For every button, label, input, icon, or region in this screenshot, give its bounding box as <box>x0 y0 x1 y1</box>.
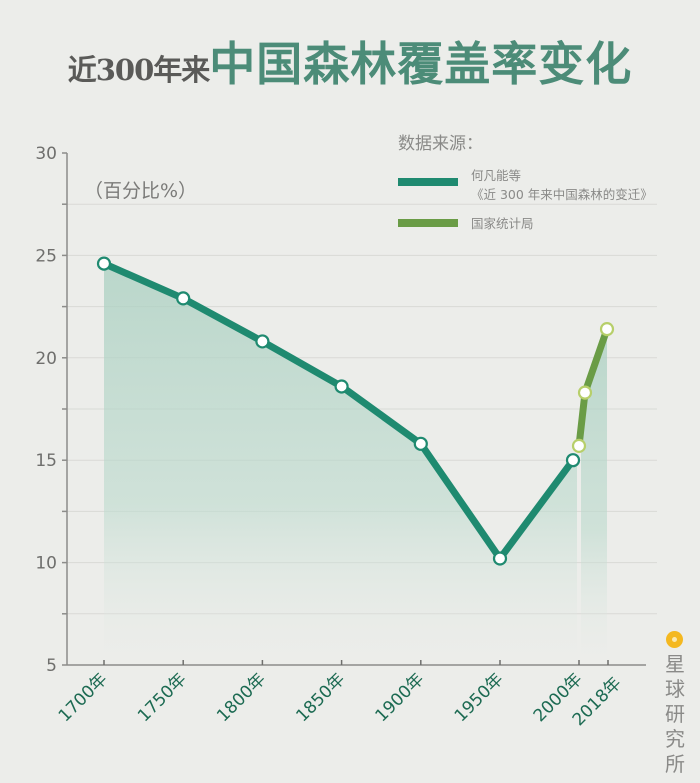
area-fill-series2 <box>581 329 607 665</box>
x-tick-label: 1850年 <box>292 669 349 726</box>
y-tick-label: 15 <box>35 451 57 471</box>
y-tick-label: 10 <box>35 554 57 574</box>
legend-title: 数据来源： <box>398 134 483 154</box>
logo-icon <box>666 631 683 648</box>
chart-title: 近300年来中国森林覆盖率变化 <box>0 28 700 94</box>
y-tick-label: 20 <box>35 349 57 369</box>
legend-swatch-series2 <box>398 219 458 227</box>
logo-text: 星球研究所 <box>665 652 685 776</box>
data-point <box>492 551 508 566</box>
x-tick-label: 1750年 <box>134 669 191 726</box>
x-tick-label: 1900年 <box>372 669 429 726</box>
data-point <box>255 334 270 349</box>
area-fill-series1 <box>104 263 577 665</box>
data-point <box>599 322 615 337</box>
x-tick-label: 1950年 <box>451 669 508 726</box>
unit-label: （百分比%） <box>84 180 197 202</box>
data-point <box>334 379 349 394</box>
legend-label-series1-line1: 何凡能等 <box>471 168 521 183</box>
y-axis-ticks: 5 10 15 20 25 30 <box>35 144 67 676</box>
data-point <box>176 291 191 306</box>
y-tick-label: 5 <box>46 656 57 676</box>
series1-markers <box>96 256 581 566</box>
legend-swatch-series1 <box>398 178 458 186</box>
data-point <box>577 385 593 400</box>
legend: 数据来源： 何凡能等 《近 300 年来中国森林的变迁》 国家统计局 <box>398 134 653 231</box>
data-point <box>571 438 587 453</box>
y-tick-label: 30 <box>35 144 57 164</box>
series2-markers <box>571 322 615 453</box>
title-main: 中国森林覆盖率变化 <box>209 37 633 91</box>
data-point <box>565 453 581 468</box>
x-tick-label: 1800年 <box>213 669 270 726</box>
legend-label-series2: 国家统计局 <box>471 216 534 231</box>
x-tick-label: 1700年 <box>55 669 112 726</box>
y-tick-label: 25 <box>35 246 57 266</box>
data-point <box>96 256 112 271</box>
legend-label-series1-line2: 《近 300 年来中国森林的变迁》 <box>471 187 653 202</box>
data-point <box>413 436 428 451</box>
title-prefix: 近300年来 <box>67 53 211 87</box>
